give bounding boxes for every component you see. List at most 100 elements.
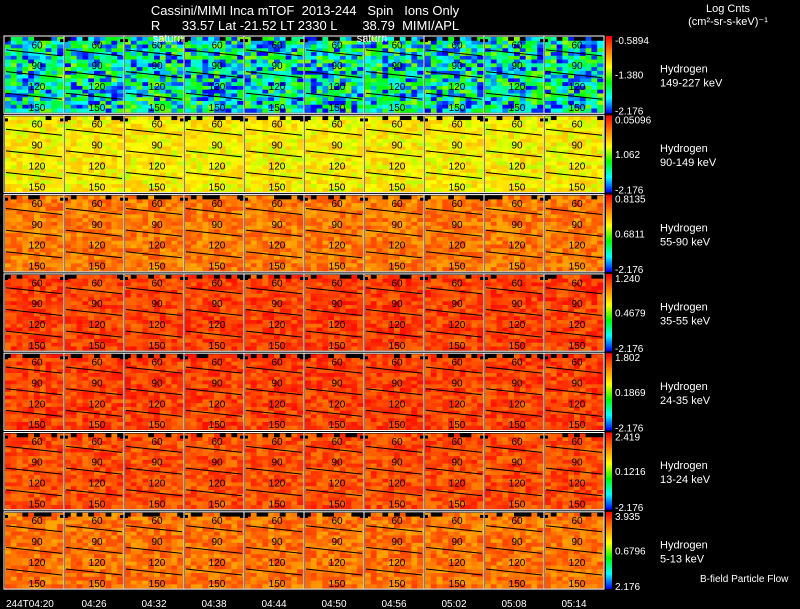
heatmap-cell (442, 104, 449, 109)
panel-energy-label: 90-149 keV (660, 157, 717, 169)
heatmap-cell (65, 55, 72, 60)
heatmap-cell (562, 169, 569, 174)
heatmap-cell (291, 138, 298, 144)
heatmap-cell (34, 116, 41, 121)
heatmap-cell (16, 206, 23, 212)
heatmap-cell (125, 85, 132, 91)
heatmap-cell (171, 101, 178, 106)
heatmap-cell (88, 233, 95, 238)
heatmap-cell (28, 199, 35, 204)
heatmap-cell (291, 172, 298, 177)
heatmap-cell (5, 187, 12, 192)
heatmap-cell (185, 203, 192, 208)
heatmap-cell (65, 221, 72, 227)
heatmap-cell (328, 85, 335, 91)
heatmap-cell (274, 187, 281, 192)
heatmap-cell (237, 37, 244, 42)
heatmap-cell (556, 37, 563, 42)
heatmap-cell (16, 255, 23, 261)
heatmap-cell (568, 89, 575, 94)
heatmap-cell (70, 37, 77, 42)
heatmap-cell (237, 237, 244, 242)
heatmap-cell (490, 104, 497, 109)
heatmap-cell (51, 127, 58, 132)
heatmap-cell (405, 89, 412, 94)
heatmap-cell (310, 97, 317, 102)
heatmap-cell (285, 116, 292, 121)
heatmap-cell (334, 89, 341, 94)
heatmap-cell (117, 48, 124, 53)
heatmap-cell (88, 184, 95, 189)
heatmap-cell (39, 225, 46, 230)
heatmap-cell (550, 150, 557, 155)
heatmap-cell (237, 146, 244, 151)
heatmap-cell (454, 131, 461, 136)
heatmap-cell (125, 108, 132, 113)
heatmap-cell (185, 172, 192, 177)
heatmap-cell (136, 169, 143, 174)
heatmap-cell (196, 180, 203, 185)
heatmap-cell (345, 78, 352, 83)
heatmap-cell (250, 89, 257, 94)
heatmap-cell (490, 157, 497, 162)
heatmap-cell (568, 55, 575, 60)
heatmap-cell (399, 176, 406, 181)
heatmap-cell (99, 176, 106, 181)
heatmap-cell (237, 108, 244, 113)
heatmap-cell (322, 187, 329, 192)
heatmap-cell (490, 97, 497, 102)
heatmap-cell (370, 67, 377, 72)
heatmap-cell (436, 135, 443, 140)
heatmap-cell (496, 93, 503, 98)
heatmap-cell (502, 153, 509, 159)
heatmap-cell (185, 252, 192, 257)
heatmap-cell (171, 225, 178, 230)
field-contour-line (185, 71, 243, 79)
heatmap-cell (442, 135, 449, 140)
heatmap-cell (351, 108, 358, 113)
heatmap-cell (250, 116, 257, 121)
heatmap-cell (159, 138, 166, 144)
heatmap-cell (196, 63, 203, 68)
heatmap-cell (111, 55, 118, 60)
heatmap-cell (125, 101, 132, 106)
heatmap-cell (574, 146, 581, 151)
heatmap-cell (171, 55, 178, 60)
heatmap-cell (165, 240, 172, 245)
heatmap-cell (285, 120, 292, 125)
heatmap-cell (585, 48, 592, 53)
heatmap-cell (177, 240, 184, 245)
heatmap-cell (496, 74, 503, 79)
y-tick-label: 60 (511, 40, 523, 51)
heatmap-cell (34, 131, 41, 136)
heatmap-cell (94, 225, 101, 230)
heatmap-cell (117, 85, 124, 91)
heatmap-cell (88, 161, 95, 166)
heatmap-cell (237, 187, 244, 192)
heatmap-cell (256, 101, 263, 106)
heatmap-cell (165, 89, 172, 94)
heatmap-cell (268, 59, 275, 64)
heatmap-cell (117, 214, 124, 219)
heatmap-cell (51, 70, 58, 76)
heatmap-cell (154, 44, 161, 49)
heatmap-cell (562, 138, 569, 144)
heatmap-cell (459, 153, 466, 159)
heatmap-cell (99, 82, 106, 87)
heatmap-cell (545, 67, 552, 72)
heatmap-cell (117, 120, 124, 125)
heatmap-cell (88, 97, 95, 102)
heatmap-cell (316, 97, 323, 102)
heatmap-cell (328, 120, 335, 125)
heatmap-cell (190, 195, 197, 200)
heatmap-cell (142, 199, 149, 204)
heatmap-cell (268, 55, 275, 60)
heatmap-cell (28, 48, 35, 53)
heatmap-cell (117, 135, 124, 140)
heatmap-cell (465, 78, 472, 83)
heatmap-cell (496, 172, 503, 177)
heatmap-cell (525, 78, 532, 83)
heatmap-cell (219, 37, 226, 42)
heatmap-cell (5, 59, 12, 64)
heatmap-cell (202, 206, 209, 212)
